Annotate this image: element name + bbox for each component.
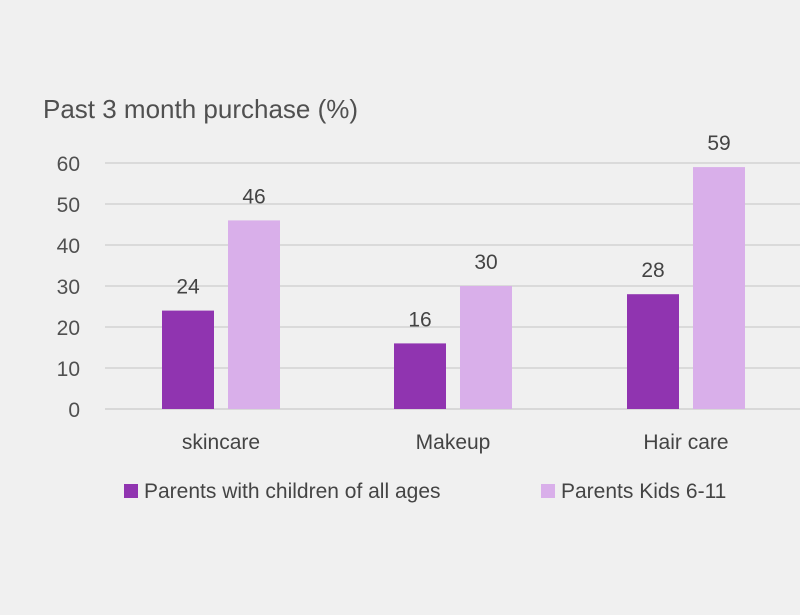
x-category-label: Hair care: [643, 431, 728, 454]
bar-hair-care-series-2: [693, 167, 745, 409]
bar-makeup-series-1: [394, 343, 446, 409]
x-category-label: skincare: [182, 431, 260, 454]
y-tick-label: 60: [57, 153, 80, 176]
chart-title: Past 3 month purchase (%): [43, 94, 358, 124]
data-label: 46: [242, 185, 265, 208]
data-label: 28: [641, 259, 664, 282]
bar-skincare-series-2: [228, 220, 280, 409]
y-tick-label: 10: [57, 358, 80, 381]
gridlines: [105, 162, 800, 410]
bar-makeup-series-2: [460, 286, 512, 409]
bar-skincare-series-1: [162, 310, 214, 409]
y-tick-label: 0: [68, 399, 80, 422]
legend-swatch: [541, 484, 555, 498]
x-category-label: Makeup: [416, 431, 491, 454]
legend-label: Parents with children of all ages: [144, 480, 441, 503]
data-label: 30: [474, 251, 497, 274]
x-axis-categories: skincare Makeup Hair care: [182, 431, 729, 454]
bars: [162, 167, 745, 409]
legend: Parents with children of all ages Parents…: [124, 480, 726, 503]
y-axis-ticks: 0 10 20 30 40 50 60: [57, 153, 80, 422]
legend-label: Parents Kids 6-11: [561, 480, 726, 503]
y-tick-label: 30: [57, 276, 80, 299]
y-tick-label: 50: [57, 194, 80, 217]
data-labels: 24 16 28 46 30 59: [176, 132, 730, 331]
legend-swatch: [124, 484, 138, 498]
data-label: 59: [707, 132, 730, 155]
y-tick-label: 40: [57, 235, 80, 258]
data-label: 24: [176, 276, 200, 299]
bar-hair-care-series-1: [627, 294, 679, 409]
y-tick-label: 20: [57, 317, 80, 340]
data-label: 16: [408, 308, 431, 331]
